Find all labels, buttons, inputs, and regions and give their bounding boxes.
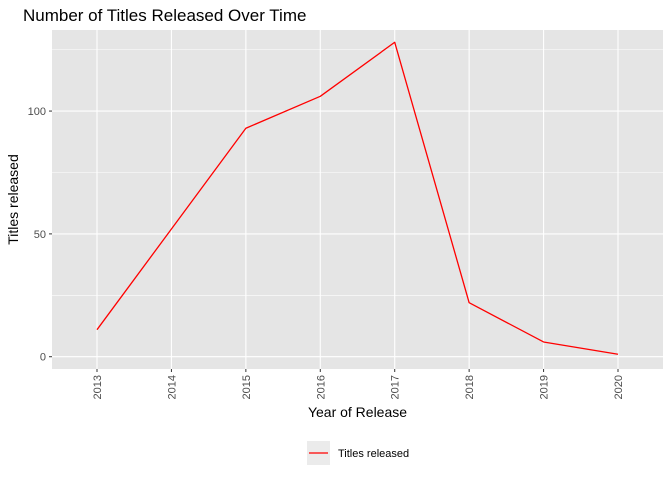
x-axis: 2013 2014 2015 2016 2017 2018 2019 2020 [92, 369, 625, 399]
chart-title: Number of Titles Released Over Time [23, 6, 306, 25]
x-tick-label: 2018 [464, 375, 476, 399]
x-tick-label: 2013 [92, 375, 104, 399]
x-tick-label: 2017 [390, 375, 402, 399]
series-line [96, 41, 619, 355]
series-layer [96, 41, 619, 355]
legend-label: Titles released [338, 448, 409, 460]
y-tick-label: 0 [40, 352, 46, 364]
y-axis: 0 50 100 [28, 106, 52, 364]
y-tick-label: 100 [28, 106, 46, 118]
x-tick-label: 2019 [539, 375, 551, 399]
minor-gridlines [52, 49, 663, 296]
x-tick-label: 2015 [241, 375, 253, 399]
x-axis-title: Year of Release [308, 404, 407, 420]
x-tick-label: 2014 [166, 375, 178, 399]
major-gridlines [52, 30, 663, 369]
plot-panel [52, 30, 663, 369]
x-tick-label: 2016 [315, 375, 327, 399]
y-axis-title: Titles released [5, 154, 21, 245]
legend: Titles released [307, 441, 409, 465]
y-tick-label: 50 [34, 229, 46, 241]
x-tick-label: 2020 [613, 375, 625, 399]
